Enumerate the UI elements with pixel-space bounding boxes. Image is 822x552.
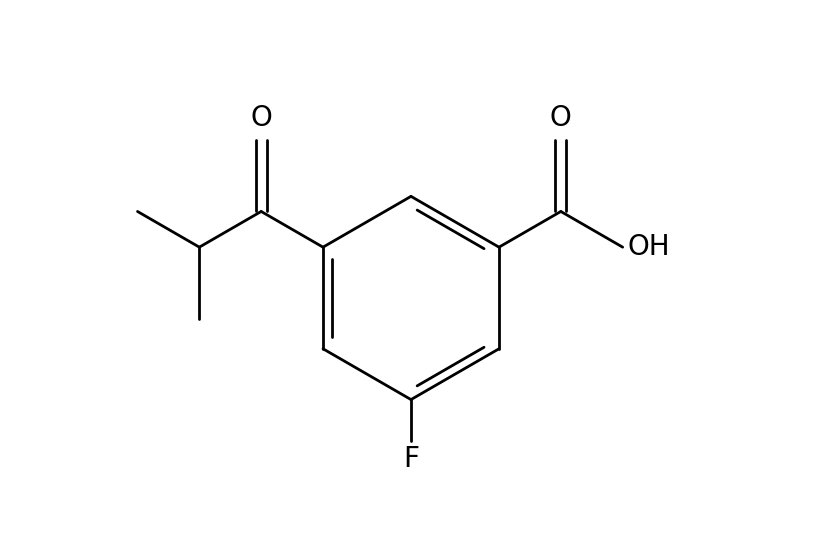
- Text: O: O: [550, 104, 572, 132]
- Text: O: O: [250, 104, 272, 132]
- Text: F: F: [403, 445, 419, 473]
- Text: OH: OH: [627, 233, 670, 261]
